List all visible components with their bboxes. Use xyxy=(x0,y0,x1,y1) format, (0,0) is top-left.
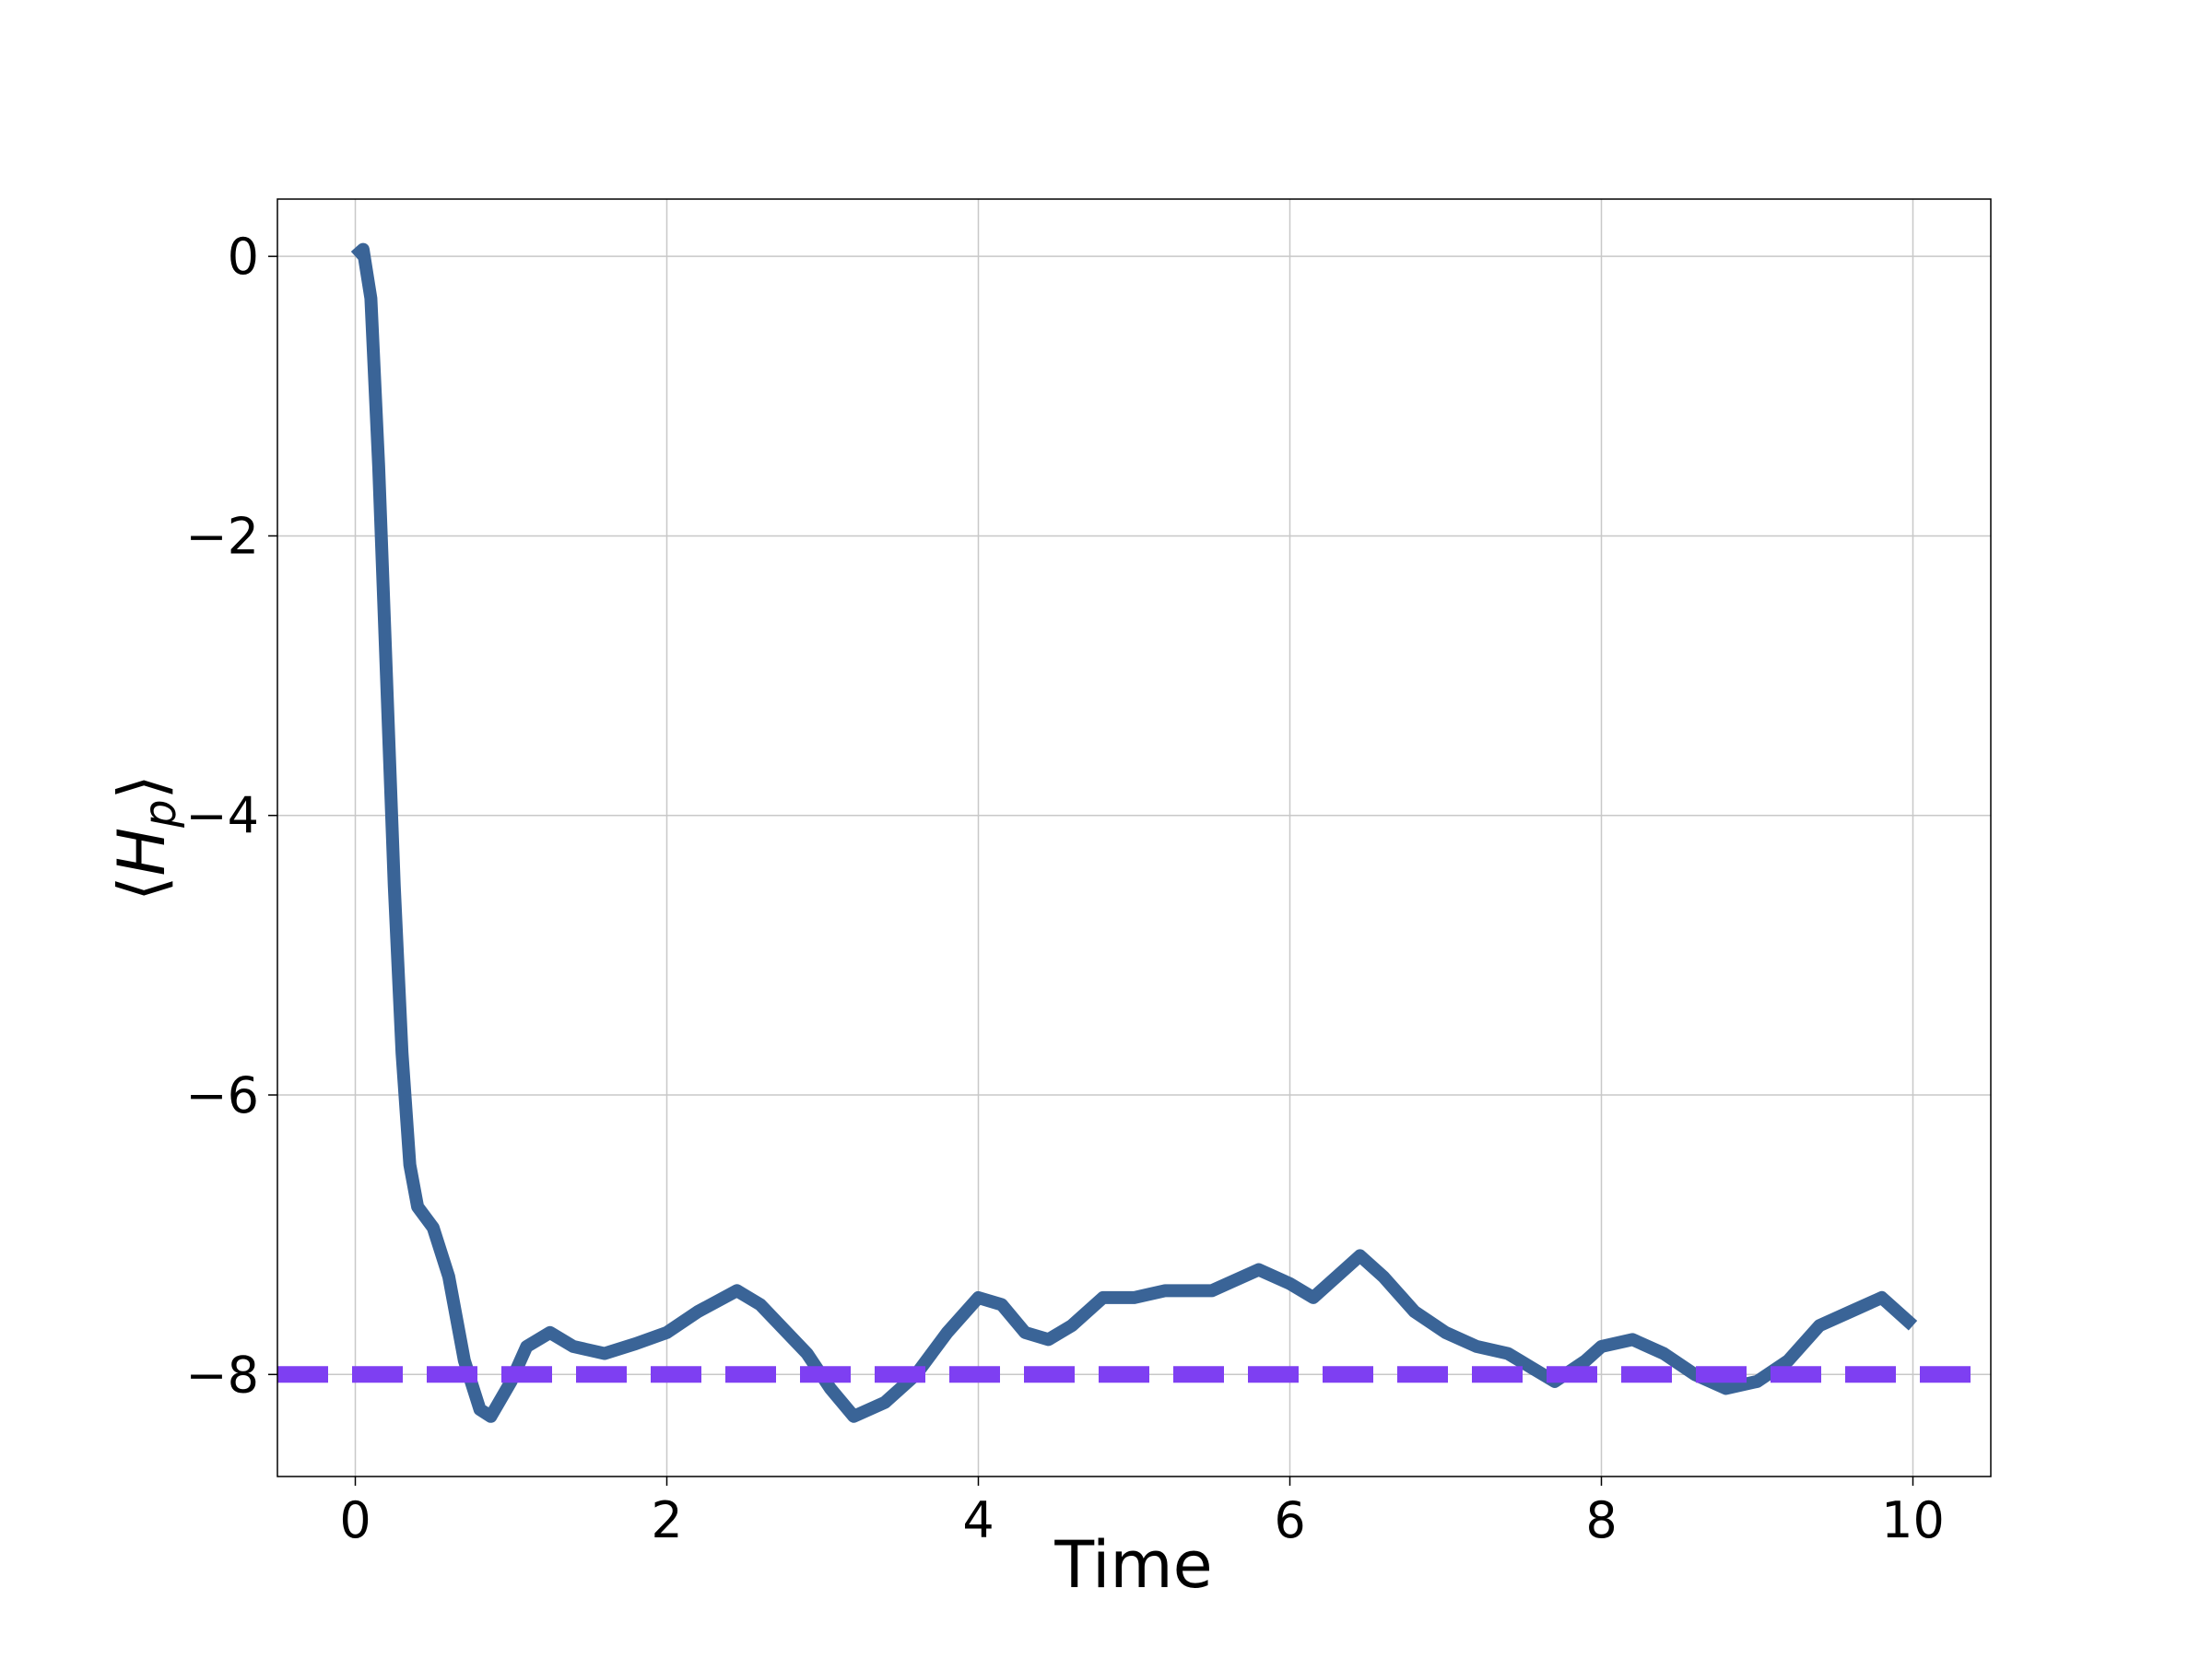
y-label-part: H xyxy=(104,828,180,877)
x-tick-label: 8 xyxy=(1585,1491,1617,1549)
y-axis-label: ⟨Hp⟩ xyxy=(104,774,186,901)
y-label-part: ⟩ xyxy=(104,774,180,799)
y-label-part: p xyxy=(135,799,186,828)
y-tick-label: −8 xyxy=(185,1346,259,1404)
y-tick-label: −2 xyxy=(185,507,259,565)
x-axis-label: Time xyxy=(1053,1527,1212,1603)
x-tick-label: 4 xyxy=(962,1491,994,1549)
y-label-part: ⟨ xyxy=(104,877,180,901)
x-tick-label: 10 xyxy=(1881,1491,1945,1549)
x-tick-label: 0 xyxy=(339,1491,371,1549)
data-line xyxy=(350,242,1918,1423)
y-tick-label: 0 xyxy=(228,228,259,286)
y-tick-label: −6 xyxy=(185,1066,259,1124)
y-tick-label: −4 xyxy=(185,787,259,845)
x-tick-label: 2 xyxy=(651,1491,682,1549)
plot-frame xyxy=(276,198,1992,1477)
x-tick-label: 6 xyxy=(1274,1491,1305,1549)
